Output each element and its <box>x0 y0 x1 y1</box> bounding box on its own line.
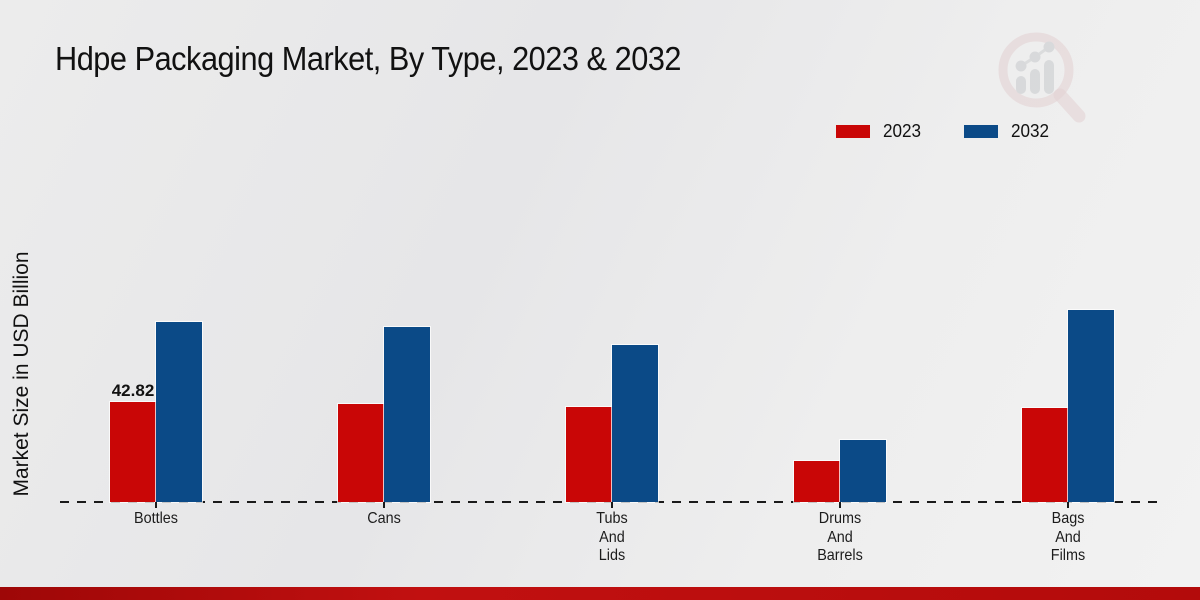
data-label-2023-bottles: 42.82 <box>111 381 155 400</box>
category-label-bags-and-films: Bags And Films <box>1050 510 1086 564</box>
category-label-cans: Cans <box>367 510 401 527</box>
bar-2023-cans <box>338 404 384 502</box>
x-axis-tick-bags-and-films <box>1067 502 1069 508</box>
x-axis-tick-cans <box>383 502 385 508</box>
bar-2023-drums-and-barrels <box>794 461 840 502</box>
x-axis-tick-tubs-and-lids <box>611 502 613 508</box>
bar-2023-tubs-and-lids <box>566 407 612 502</box>
bar-2032-bottles <box>156 322 202 502</box>
bar-2032-drums-and-barrels <box>840 440 886 502</box>
chart-title: Hdpe Packaging Market, By Type, 2023 & 2… <box>55 40 682 77</box>
legend: 2023 2032 <box>836 121 1050 142</box>
legend-item-2023: 2023 <box>836 121 922 142</box>
magnifier-bar-chart-watermark-icon <box>998 32 1086 123</box>
category-label-tubs-and-lids: Tubs And Lids <box>596 510 628 564</box>
x-axis-tick-bottles <box>155 502 157 508</box>
category-label-bottles: Bottles <box>133 510 179 527</box>
x-axis-baseline <box>60 501 1158 503</box>
legend-label-2023: 2023 <box>883 121 922 141</box>
legend-item-2032: 2032 <box>964 121 1050 142</box>
bar-2032-tubs-and-lids <box>612 345 658 502</box>
x-axis-tick-drums-and-barrels <box>839 502 841 508</box>
legend-label-2032: 2032 <box>1011 121 1050 141</box>
bottom-accent-bar <box>0 587 1200 600</box>
bar-2023-bottles <box>110 402 156 502</box>
category-label-drums-and-barrels: Drums And Barrels <box>817 510 863 564</box>
bar-2032-cans <box>384 327 430 502</box>
legend-swatch-2023 <box>836 125 870 138</box>
bar-2032-bags-and-films <box>1068 310 1114 502</box>
bar-2023-bags-and-films <box>1022 408 1068 502</box>
legend-swatch-2032 <box>964 125 999 138</box>
